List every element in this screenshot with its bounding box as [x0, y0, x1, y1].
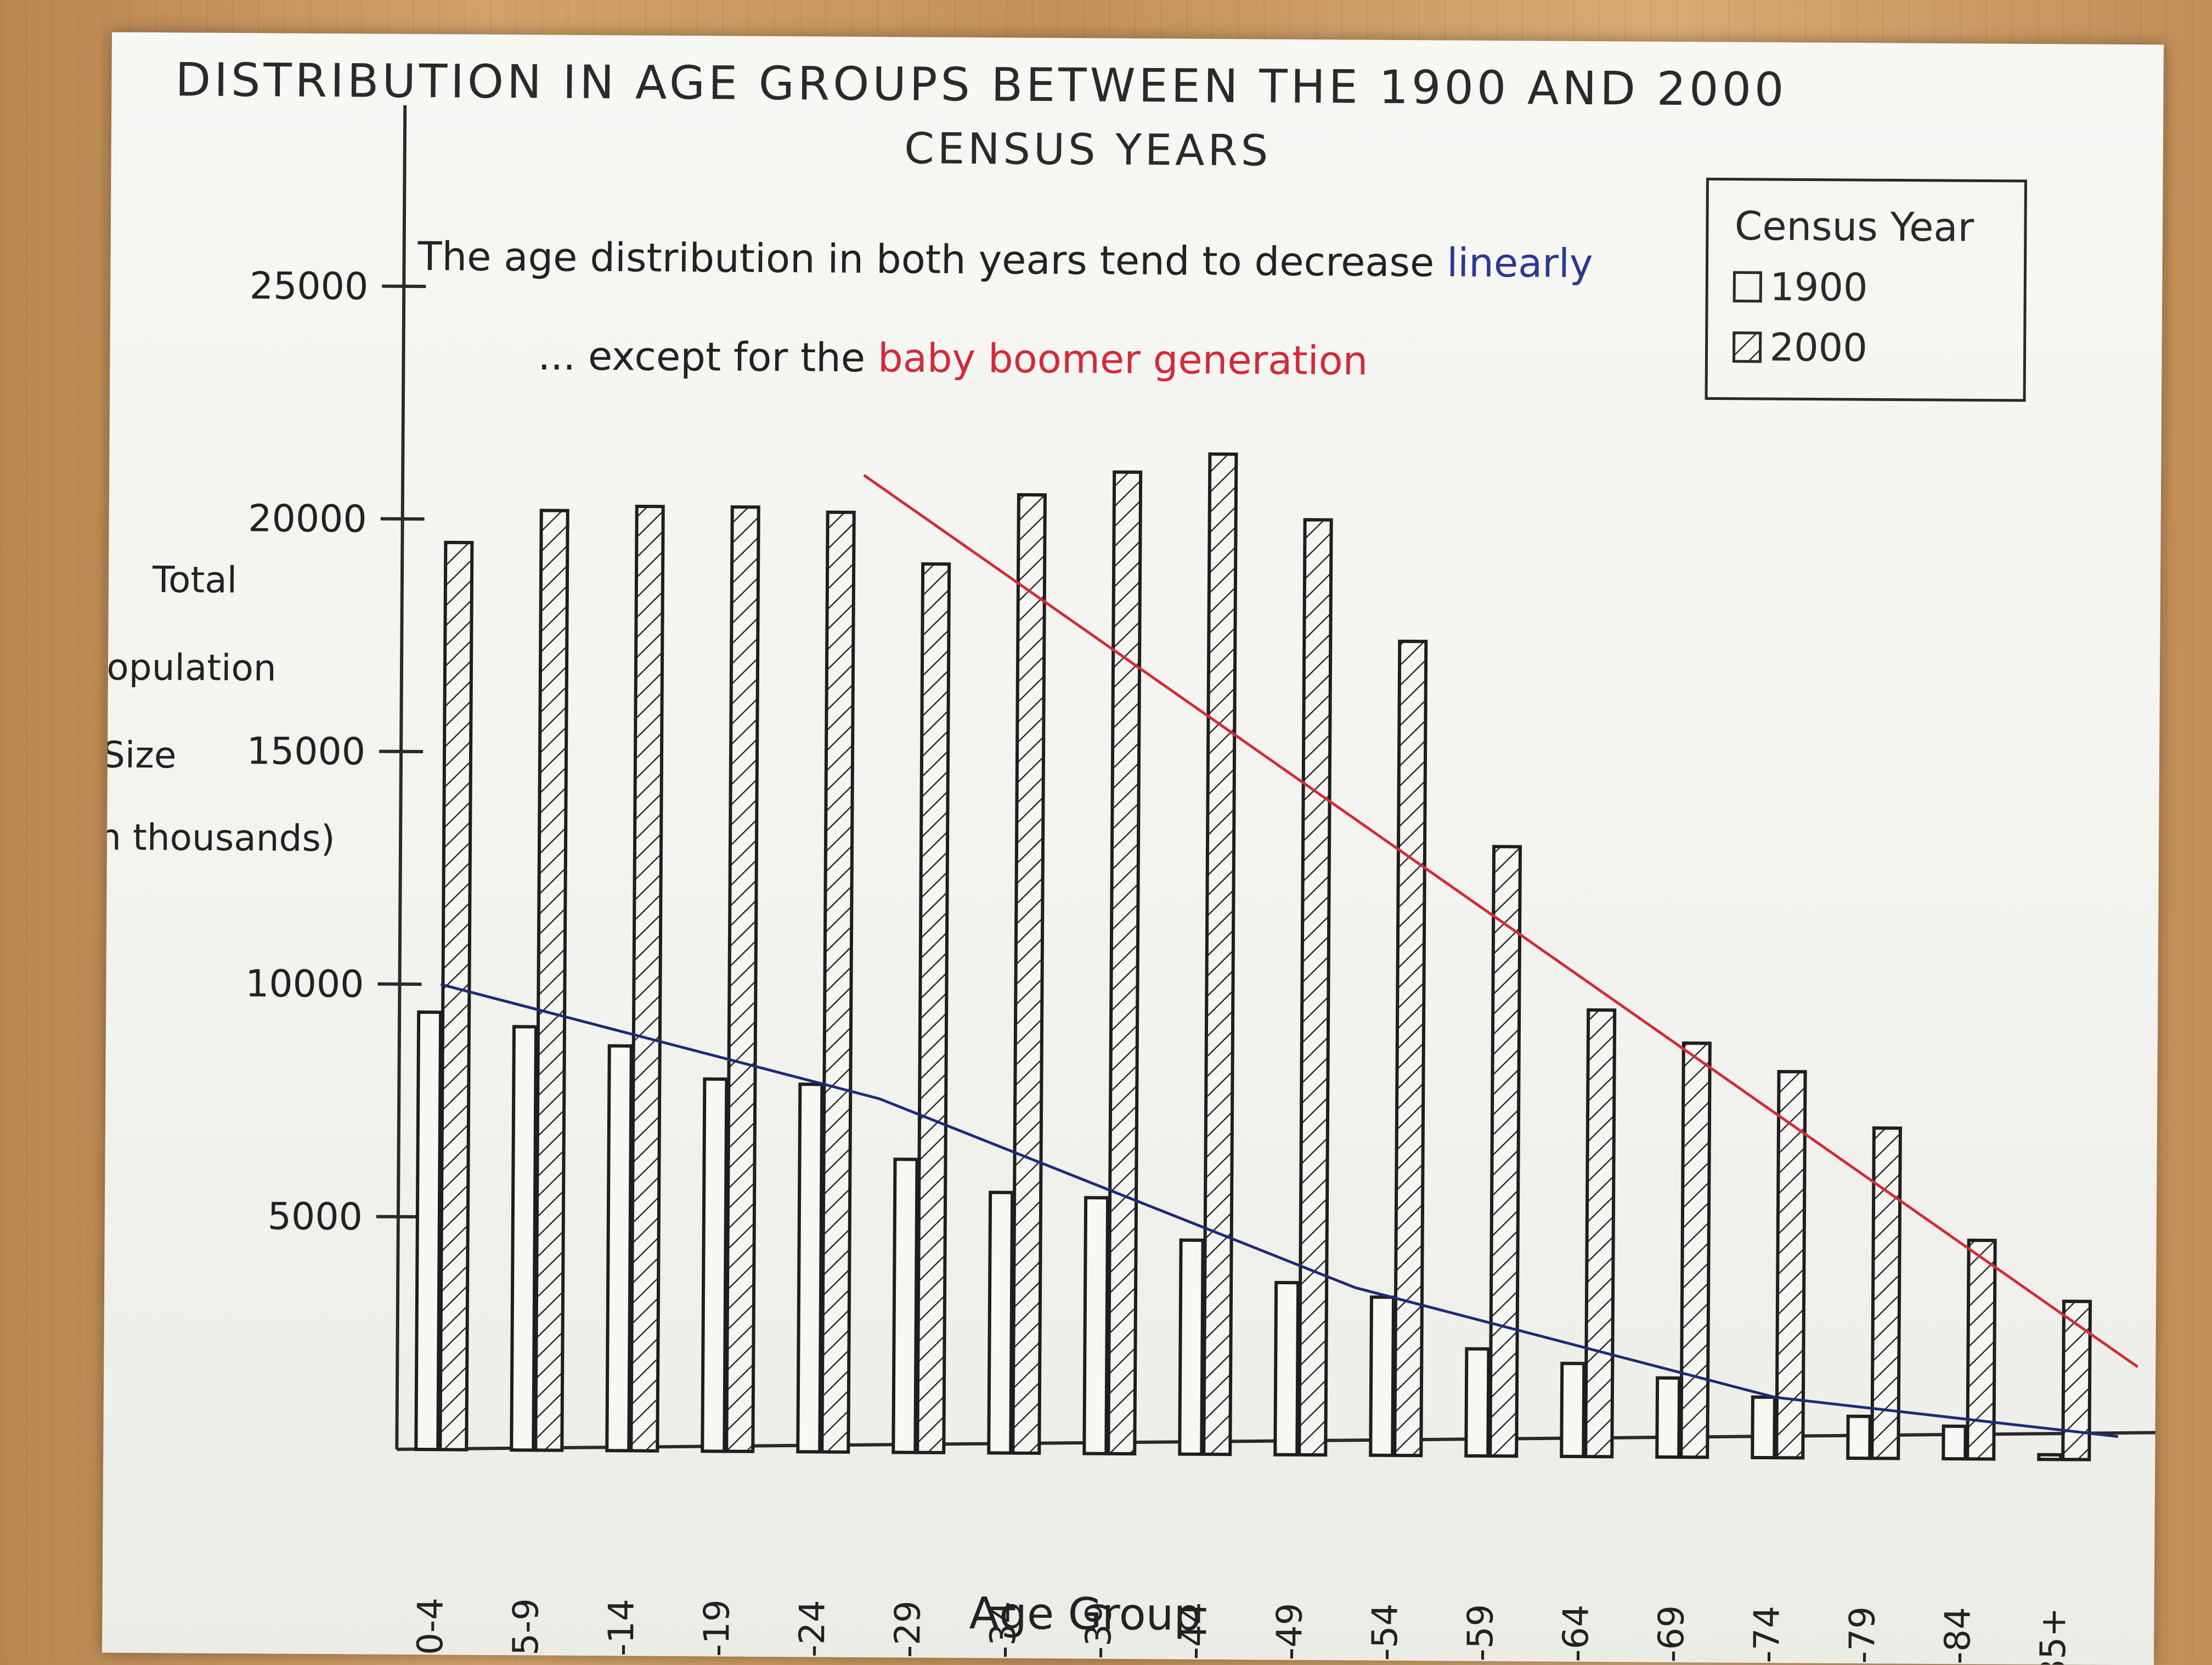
- bar-2000: [440, 543, 472, 1450]
- bar-1900: [1657, 1378, 1679, 1457]
- bar-1900: [607, 1046, 631, 1450]
- x-tick-label: 80-84: [1937, 1607, 1978, 1665]
- bar-1900: [416, 1012, 441, 1449]
- bar-1900: [893, 1159, 917, 1452]
- population-chart: DISTRIBUTION IN AGE GROUPS BETWEEN THE 1…: [102, 32, 2164, 1665]
- bar-1900: [1180, 1240, 1203, 1454]
- x-tick-label: 85+: [2033, 1607, 2074, 1665]
- y-tick-label: 5000: [268, 1195, 363, 1239]
- y-tick-label: 15000: [246, 730, 365, 774]
- bar-2000: [822, 512, 854, 1452]
- annotation-main: The age distribution in both years tend …: [417, 233, 1593, 286]
- annotation-main-text: The age distribution in both years tend …: [417, 233, 1447, 285]
- y-axis-label-line-4: (in thousands): [102, 816, 335, 860]
- legend-swatch-1900: [1734, 273, 1760, 301]
- bar-2000: [1395, 641, 1426, 1455]
- bar-2000: [726, 507, 759, 1452]
- bar-1900: [511, 1026, 536, 1450]
- y-tick-label: 20000: [248, 497, 367, 541]
- x-tick-label: 10-14: [601, 1599, 642, 1665]
- bar-1900: [1752, 1397, 1775, 1458]
- bar-2000: [631, 506, 663, 1451]
- bar-1900: [2039, 1455, 2061, 1460]
- x-tick-label: 45-49: [1269, 1603, 1310, 1665]
- x-axis-label: Age Group: [969, 1588, 1201, 1640]
- y-axis-label-line-2: Population: [102, 646, 276, 689]
- y-axis: [397, 105, 405, 1449]
- bar-1900: [1466, 1349, 1488, 1456]
- x-tick-label: 0-4: [410, 1598, 452, 1655]
- legend: Census Year 1900 2000: [1706, 179, 2025, 400]
- y-axis-label-line-1: Total: [152, 558, 238, 601]
- annotation-sub-text: ... except for the: [538, 332, 878, 381]
- legend-label-2000: 2000: [1769, 325, 1867, 370]
- bar-1900: [798, 1084, 822, 1452]
- bar-1900: [1848, 1416, 1870, 1459]
- bar-2000: [1585, 1010, 1615, 1457]
- x-tick-label: 55-59: [1460, 1604, 1501, 1665]
- bar-1900: [989, 1193, 1012, 1453]
- bar-2000: [1967, 1240, 1995, 1459]
- y-axis-label-line-3: Size: [102, 734, 177, 777]
- y-tick-label: 10000: [245, 962, 364, 1006]
- annotation-main-highlight: linearly: [1447, 239, 1593, 286]
- x-tick-label: 75-79: [1842, 1606, 1883, 1665]
- annotation-sub-highlight: baby boomer generation: [878, 335, 1368, 383]
- bar-2000: [1490, 846, 1520, 1456]
- y-axis-label: Total Population Size (in thousands): [102, 558, 337, 860]
- chart-subtitle: CENSUS YEARS: [904, 124, 1272, 176]
- bar-1900: [1084, 1198, 1108, 1454]
- x-tick-label: 5-9: [506, 1598, 547, 1656]
- bar-2000: [1108, 472, 1141, 1454]
- x-tick-label: 15-19: [696, 1599, 737, 1665]
- bar-1900: [1370, 1297, 1393, 1455]
- paper-sheet: DISTRIBUTION IN AGE GROUPS BETWEEN THE 1…: [102, 32, 2164, 1665]
- chart-title: DISTRIBUTION IN AGE GROUPS BETWEEN THE 1…: [175, 53, 1787, 116]
- x-tick-label: 50-54: [1364, 1604, 1406, 1665]
- bar-2000: [1299, 520, 1331, 1455]
- annotation-sub: ... except for the baby boomer generatio…: [538, 332, 1368, 383]
- x-tick-label: 70-74: [1746, 1606, 1787, 1665]
- y-tick-label: 25000: [250, 264, 369, 308]
- bar-1900: [1561, 1363, 1584, 1457]
- legend-label-1900: 1900: [1770, 264, 1868, 310]
- bar-2000: [535, 510, 567, 1450]
- legend-swatch-2000: [1734, 333, 1760, 362]
- bar-2000: [1681, 1043, 1710, 1457]
- x-tick-label: 65-69: [1651, 1605, 1692, 1665]
- bar-2000: [1204, 454, 1236, 1454]
- x-tick-label: 60-64: [1555, 1605, 1596, 1665]
- bar-1900: [1275, 1283, 1298, 1455]
- legend-title: Census Year: [1735, 203, 1974, 251]
- bar-1900: [702, 1079, 726, 1452]
- x-tick-label: 20-24: [792, 1600, 833, 1665]
- bar-1900: [1943, 1426, 1965, 1459]
- bar-2000: [1013, 495, 1045, 1453]
- bar-2000: [917, 564, 949, 1453]
- x-tick-label: 25-29: [887, 1600, 928, 1665]
